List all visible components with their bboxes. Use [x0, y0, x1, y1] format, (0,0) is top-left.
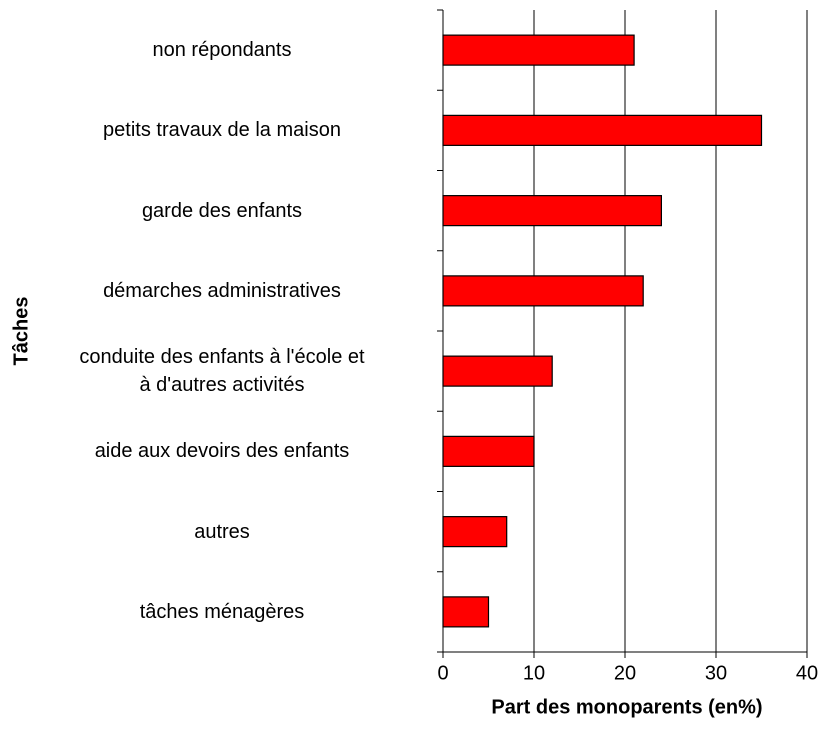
bar	[442, 596, 490, 628]
y-tick-label: petits travaux de la maison	[103, 119, 341, 142]
bar	[442, 516, 508, 548]
x-axis-title: Part des monoparents (en%)	[491, 696, 762, 718]
y-tick-label: démarches administratives	[103, 279, 341, 302]
bar	[442, 355, 553, 387]
bar	[442, 114, 763, 146]
y-tick-label: tâches ménagères	[139, 600, 305, 623]
y-tick-label: conduite des enfants à l'école et à d'au…	[79, 346, 365, 397]
y-tick-label: garde des enfants	[141, 199, 303, 222]
x-tick-label: 40	[796, 662, 818, 684]
bar	[442, 435, 535, 467]
bar	[442, 195, 662, 227]
bar	[442, 275, 644, 307]
x-tick-label: 20	[614, 662, 636, 684]
y-tick-label: aide aux devoirs des enfants	[94, 440, 350, 463]
y-tick-label: non répondants	[152, 39, 292, 62]
x-tick-label: 10	[523, 662, 545, 684]
x-tick-label: 0	[437, 662, 448, 684]
bar	[442, 34, 635, 66]
y-tick-label: autres	[194, 520, 250, 543]
x-tick-label: 30	[705, 662, 727, 684]
y-axis-title: Tâches	[10, 297, 32, 366]
